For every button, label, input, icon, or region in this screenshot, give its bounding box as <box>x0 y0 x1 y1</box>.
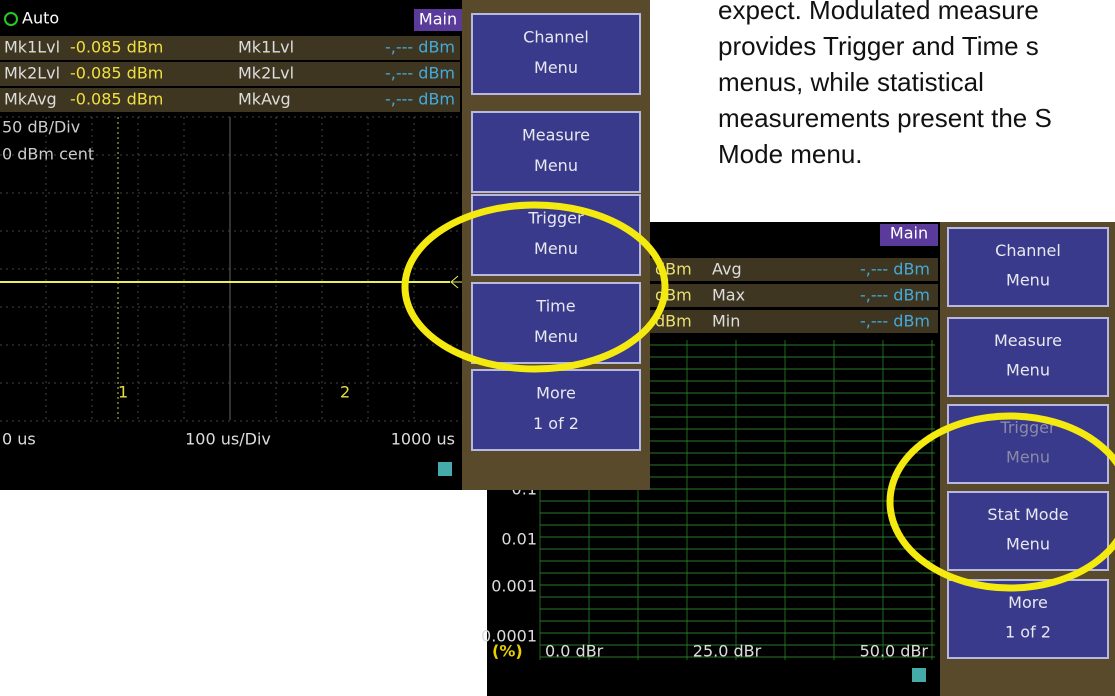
description-line: Mode menu. <box>718 139 863 169</box>
readout-value: -0.085 dBm <box>70 90 163 109</box>
button-face <box>472 370 640 450</box>
readout-label: Mk1Lvl <box>238 38 294 57</box>
readout-value: -0.085 dBm <box>70 38 163 57</box>
readout-label: Mk2Lvl <box>4 64 60 83</box>
button-label: Time <box>535 297 575 316</box>
button-label: Menu <box>534 58 578 77</box>
description-line: menus, while statistical <box>718 67 984 97</box>
menu-button[interactable]: Channel Menu <box>948 228 1108 306</box>
readout-value: -,--- dBm <box>860 260 930 279</box>
unit-label: (%) <box>492 642 523 661</box>
readout-value: -,--- dBm <box>860 286 930 305</box>
button-label: Channel <box>995 241 1061 260</box>
button-label: Menu <box>1006 535 1050 554</box>
button-label: Stat Mode <box>987 505 1068 524</box>
scale-label: 50 dB/Div <box>2 118 80 137</box>
button-face <box>948 318 1108 396</box>
menu-button[interactable]: Channel Menu <box>472 14 640 94</box>
description: expect. Modulated measure provides Trigge… <box>718 0 1052 169</box>
button-label: Menu <box>534 156 578 175</box>
readout-label: Mk2Lvl <box>238 64 294 83</box>
button-label: Menu <box>534 327 578 346</box>
status-icon <box>438 462 452 476</box>
menu-button[interactable]: Measure Menu <box>472 112 640 192</box>
y-label: 0.001 <box>491 577 537 596</box>
description-line: expect. Modulated measure <box>718 0 1039 25</box>
button-label: Menu <box>1006 271 1050 290</box>
button-label: Menu <box>534 239 578 258</box>
button-label: More <box>1008 593 1048 612</box>
page: expect. Modulated measure provides Trigge… <box>0 0 1115 696</box>
readout-label: Mk1Lvl <box>4 38 60 57</box>
x-label: 50.0 dBr <box>860 642 929 661</box>
description-line: provides Trigger and Time s <box>718 31 1039 61</box>
button-label: Measure <box>994 331 1062 350</box>
button-label: 1 of 2 <box>533 414 579 433</box>
status-icon <box>912 668 926 682</box>
button-face <box>948 228 1108 306</box>
readout-label: Min <box>712 312 740 331</box>
button-label: More <box>536 384 576 403</box>
x-label: 25.0 dBr <box>693 642 762 661</box>
marker-label: 1 <box>118 383 128 402</box>
menu-button[interactable]: Stat Mode Menu <box>948 492 1108 570</box>
readout-value: -0.085 dBm <box>70 64 163 83</box>
button-label: Menu <box>1006 361 1050 380</box>
readout-label: MkAvg <box>238 90 291 109</box>
scale-label: 0 dBm cent <box>2 145 94 164</box>
main-label: Main <box>419 10 457 29</box>
menu-button[interactable]: More 1 of 2 <box>472 370 640 450</box>
readout-value: -,--- dBm <box>860 312 930 331</box>
button-face <box>472 14 640 94</box>
menu-button[interactable]: Measure Menu <box>948 318 1108 396</box>
screen-1: Auto Main Mk1Lvl -0.085 dBm Mk1Lvl -,--- dBm M… <box>0 0 650 490</box>
readout-value: -,--- dBm <box>385 90 455 109</box>
readout-label: MkAvg <box>4 90 57 109</box>
x-label: 1000 us <box>391 430 455 449</box>
description-line: measurements present the S <box>718 103 1052 133</box>
button-face <box>948 492 1108 570</box>
readout-label: Max <box>712 286 745 305</box>
menu-button[interactable]: More 1 of 2 <box>948 580 1108 658</box>
button-label: Menu <box>1006 448 1050 467</box>
main-label: Main <box>890 224 928 243</box>
button-face <box>472 112 640 192</box>
marker-label: 2 <box>340 383 350 402</box>
status-label: Auto <box>22 9 59 28</box>
x-label: 0.0 dBr <box>545 642 604 661</box>
y-label: 0.01 <box>501 530 537 549</box>
x-label: 100 us/Div <box>185 430 271 449</box>
readout-value: -,--- dBm <box>385 64 455 83</box>
readout-label: Avg <box>712 260 742 279</box>
readout-value: -,--- dBm <box>385 38 455 57</box>
button-label: 1 of 2 <box>1005 623 1051 642</box>
button-label: Measure <box>522 126 590 145</box>
button-label: Channel <box>523 28 589 47</box>
x-label: 0 us <box>2 430 36 449</box>
button-face <box>948 580 1108 658</box>
